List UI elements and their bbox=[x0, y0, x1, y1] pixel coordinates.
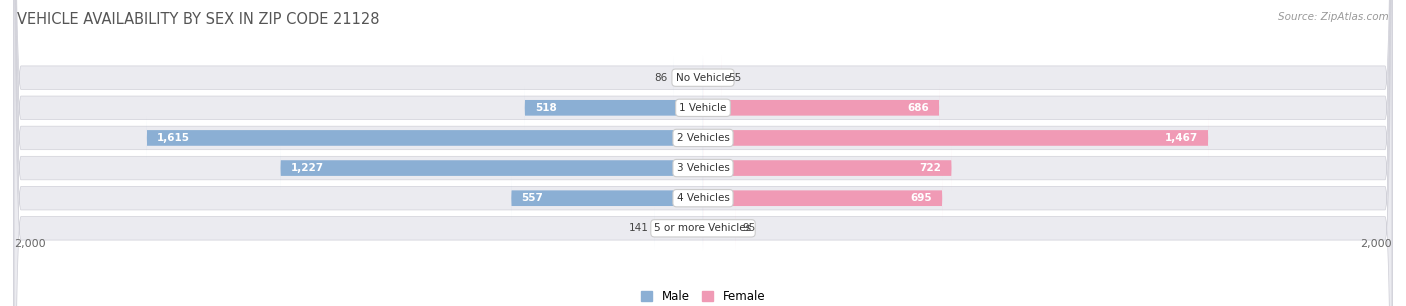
FancyBboxPatch shape bbox=[14, 0, 1392, 306]
Legend: Male, Female: Male, Female bbox=[636, 285, 770, 306]
FancyBboxPatch shape bbox=[654, 206, 703, 251]
Text: 3 Vehicles: 3 Vehicles bbox=[676, 163, 730, 173]
Text: 2 Vehicles: 2 Vehicles bbox=[676, 133, 730, 143]
FancyBboxPatch shape bbox=[280, 146, 703, 190]
FancyBboxPatch shape bbox=[146, 116, 703, 160]
FancyBboxPatch shape bbox=[14, 0, 1392, 306]
FancyBboxPatch shape bbox=[703, 146, 952, 190]
Text: 1,227: 1,227 bbox=[291, 163, 323, 173]
FancyBboxPatch shape bbox=[14, 0, 1392, 306]
Text: VEHICLE AVAILABILITY BY SEX IN ZIP CODE 21128: VEHICLE AVAILABILITY BY SEX IN ZIP CODE … bbox=[17, 12, 380, 27]
FancyBboxPatch shape bbox=[14, 0, 1392, 306]
Text: 5 or more Vehicles: 5 or more Vehicles bbox=[654, 223, 752, 233]
FancyBboxPatch shape bbox=[703, 55, 721, 100]
Text: 141: 141 bbox=[628, 223, 648, 233]
Text: No Vehicle: No Vehicle bbox=[675, 73, 731, 83]
FancyBboxPatch shape bbox=[703, 206, 735, 251]
FancyBboxPatch shape bbox=[703, 176, 942, 221]
Text: 95: 95 bbox=[742, 223, 755, 233]
FancyBboxPatch shape bbox=[703, 85, 939, 130]
Text: 1,467: 1,467 bbox=[1164, 133, 1198, 143]
Text: Source: ZipAtlas.com: Source: ZipAtlas.com bbox=[1278, 12, 1389, 22]
Text: 55: 55 bbox=[728, 73, 741, 83]
FancyBboxPatch shape bbox=[524, 85, 703, 130]
Text: 686: 686 bbox=[907, 103, 929, 113]
Text: 1 Vehicle: 1 Vehicle bbox=[679, 103, 727, 113]
FancyBboxPatch shape bbox=[512, 176, 703, 221]
Text: 1,615: 1,615 bbox=[157, 133, 190, 143]
Text: 722: 722 bbox=[920, 163, 942, 173]
Text: 695: 695 bbox=[911, 193, 932, 203]
FancyBboxPatch shape bbox=[14, 0, 1392, 306]
Text: 4 Vehicles: 4 Vehicles bbox=[676, 193, 730, 203]
FancyBboxPatch shape bbox=[703, 116, 1208, 160]
Text: 518: 518 bbox=[534, 103, 557, 113]
FancyBboxPatch shape bbox=[14, 0, 1392, 306]
FancyBboxPatch shape bbox=[673, 55, 703, 100]
Text: 2,000: 2,000 bbox=[1361, 239, 1392, 249]
Text: 86: 86 bbox=[654, 73, 668, 83]
Text: 2,000: 2,000 bbox=[14, 239, 45, 249]
Text: 557: 557 bbox=[522, 193, 543, 203]
